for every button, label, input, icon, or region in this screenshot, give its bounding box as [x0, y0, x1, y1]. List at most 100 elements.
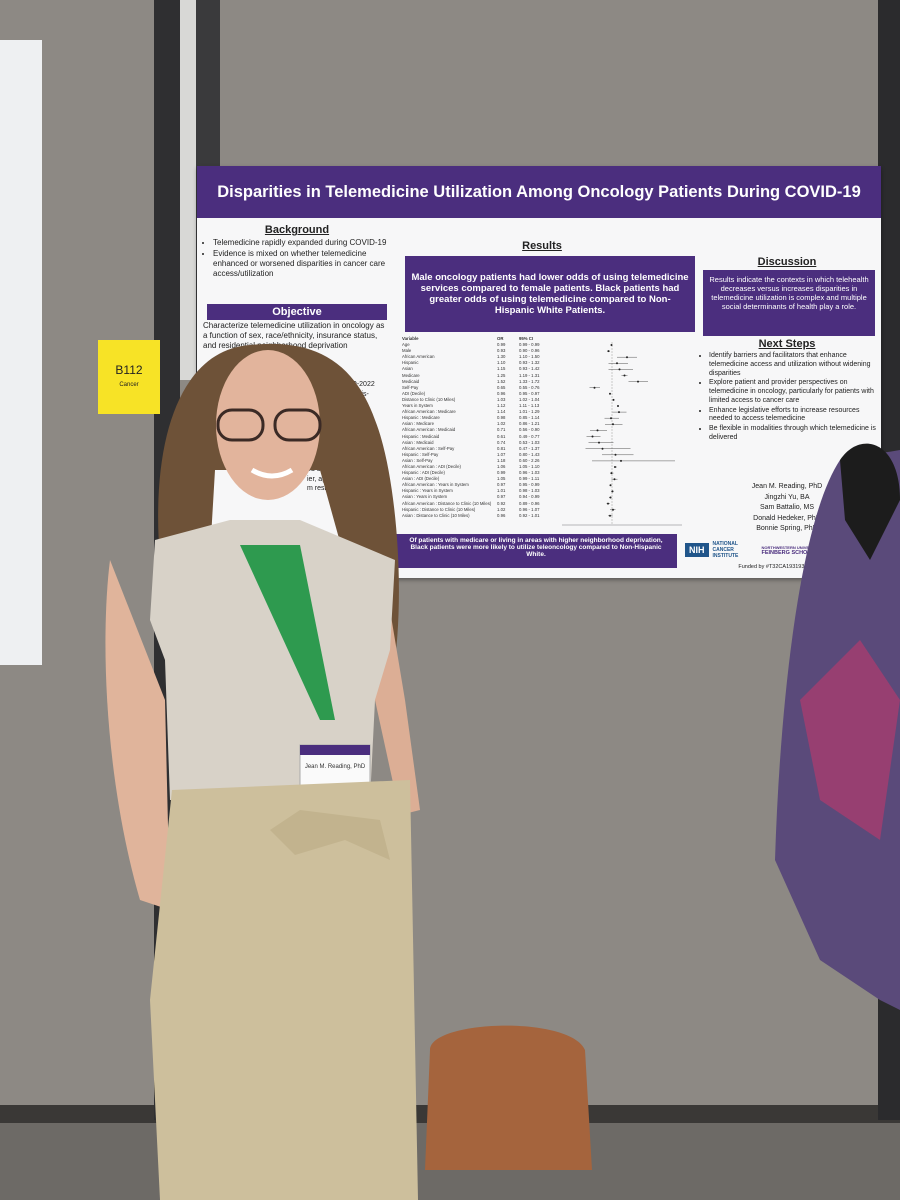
table-cell: 0.96: [497, 390, 506, 396]
bullet: Telemedicine rapidly expanded during COV…: [213, 238, 399, 248]
or-point: [607, 502, 609, 505]
smile: [250, 467, 294, 479]
table-cell: 0.96: [497, 512, 506, 518]
table-row: Self-Pay 0.65 0.55 - 0.76: [402, 385, 557, 391]
table-cell: 1.18: [497, 457, 506, 463]
table-cell: 1.03: [497, 396, 506, 402]
table-row: Asian : Years in System 0.97 0.94 - 0.99: [402, 494, 557, 500]
table-cell: 1.06: [497, 463, 506, 469]
or-point: [596, 429, 599, 432]
table-cell: Hispanic : Distance to Clinic (10 Miles): [402, 506, 476, 512]
table-row: Medicare 1.25 1.19 - 1.31: [402, 373, 557, 379]
table-cell: 1.33 - 1.72: [519, 378, 540, 384]
or-point: [610, 472, 613, 475]
table-cell: Asian : ADI (Decile): [402, 476, 440, 482]
table-cell: 0.99 - 1.11: [519, 476, 540, 482]
table-cell: 0.90 - 0.96: [519, 348, 540, 354]
table-cell: 0.53 - 1.03: [519, 439, 540, 445]
hair: [840, 443, 900, 560]
table-cell: African American: [402, 354, 435, 360]
table-cell: African American : Distance to Clinic (1…: [402, 500, 492, 506]
table-row: Age 0.99 0.99 - 0.99: [402, 342, 557, 348]
bullet: Enhance legislative efforts to increase …: [709, 407, 881, 425]
table-header: Variable OR 95% CI: [402, 336, 557, 342]
table-cell: 1.52: [497, 378, 506, 384]
table-cell: Hispanic : Years in System: [402, 488, 453, 494]
or-point: [614, 466, 616, 468]
bullet: Be flexible in modalities through which …: [709, 425, 881, 443]
table-cell: 0.80 - 1.43: [519, 451, 540, 457]
neighbor-poster: [0, 40, 42, 665]
section-heading: Results: [522, 240, 562, 252]
or-point: [610, 417, 612, 420]
table-cell: African American : Self-Pay: [402, 445, 455, 451]
or-point: [593, 386, 596, 389]
table-row: Asian : Distance to Clinic (10 Miles) 0.9…: [402, 513, 557, 519]
table-cell: 1.30: [497, 354, 506, 360]
table-cell: 0.96 - 1.07: [519, 506, 540, 512]
table-cell: 0.97: [497, 482, 506, 488]
table-row: ADI (Decile) 0.96 0.95 - 0.97: [402, 391, 557, 397]
table-row: Distance to Clinic (10 Miles) 1.03 1.02 - …: [402, 397, 557, 403]
bullet-list: Telemedicine rapidly expanded during COV…: [203, 238, 399, 280]
or-point: [612, 398, 615, 401]
table-cell: 0.85 - 1.14: [519, 415, 540, 421]
table-cell: 1.14: [497, 409, 506, 415]
arm: [105, 560, 170, 910]
author: Sam Battalio, MS: [759, 504, 815, 511]
table-cell: 0.92: [497, 500, 506, 506]
glasses: [216, 408, 265, 442]
table-cell: 0.74: [497, 439, 506, 445]
table-cell: Medicare: [402, 372, 420, 378]
or-point: [620, 459, 622, 462]
belt-bow: [270, 810, 390, 860]
table-row: Hispanic 1.10 0.93 - 1.32: [402, 360, 557, 366]
table-cell: 1.01 - 1.29: [519, 409, 540, 415]
feinberg-logo: NORTHWESTERN UNIVERSITY FEINBERG SCHOOL …: [762, 545, 853, 556]
or-point: [609, 496, 612, 499]
table-cell: 0.93 - 1.42: [519, 366, 540, 372]
table-cell: 0.65: [497, 384, 506, 390]
or-point: [609, 514, 611, 517]
school-name: FEINBERG SCHOOL OF MEDICINE: [761, 549, 853, 556]
table-cell: 1.19 - 1.31: [519, 372, 540, 378]
discussion-text: Results indicate the contexts in which t…: [703, 270, 875, 336]
table-cell: 1.10 - 1.50: [519, 354, 540, 360]
table-row: African American : Medicaid 0.71 0.56 - 0.…: [402, 427, 557, 433]
table-cell: Hispanic : Self-Pay: [402, 451, 439, 457]
or-point: [609, 484, 612, 487]
table-cell: 0.93 - 1.32: [519, 360, 540, 366]
or-point: [591, 435, 594, 438]
table-cell: 1.02 - 1.04: [519, 396, 540, 402]
table-cell: 1.02: [497, 506, 506, 512]
results-table: Variable OR 95% CI Age 0.99 0.99 - 0.99 Male 0.…: [402, 336, 557, 519]
table-cell: 0.97: [497, 494, 506, 500]
or-point: [618, 411, 620, 414]
table-cell: 0.56 - 0.90: [519, 427, 540, 433]
table-row: Hispanic : Self-Pay 1.07 0.80 - 1.43: [402, 452, 557, 458]
table-row: African American : ADI (Decile) 1.06 1.05 …: [402, 464, 557, 470]
results-footer: Of patients with medicare or living in a…: [395, 534, 677, 568]
or-point: [598, 441, 600, 444]
table-cell: Self-Pay: [402, 384, 419, 390]
table-cell: 1.05: [497, 476, 506, 482]
lanyard: [240, 545, 335, 720]
or-point: [612, 423, 614, 426]
table-cell: 0.99: [497, 470, 506, 476]
table-cell: Hispanic : Medicaid: [402, 433, 440, 439]
table-row: Asian : Self-Pay 1.18 0.60 - 2.26: [402, 458, 557, 464]
or-point: [617, 405, 619, 407]
table-row: Hispanic : ADI (Decile) 0.99 0.96 - 1.03: [402, 470, 557, 476]
table-row: Years in System 1.12 1.11 - 1.13: [402, 403, 557, 409]
section-heading: Background: [264, 224, 330, 236]
table-row: African American : Distance to Clinic (1…: [402, 501, 557, 507]
bullet-list: Identify barriers and facilitators that …: [699, 352, 881, 444]
header-cell: OR: [497, 336, 504, 341]
sign-label: Cancer: [119, 382, 138, 388]
bullet: Explore patient and provider perspective…: [709, 379, 881, 405]
or-point: [611, 490, 614, 493]
or-point: [626, 356, 628, 359]
table-row: African American 1.30 1.10 - 1.50: [402, 354, 557, 360]
